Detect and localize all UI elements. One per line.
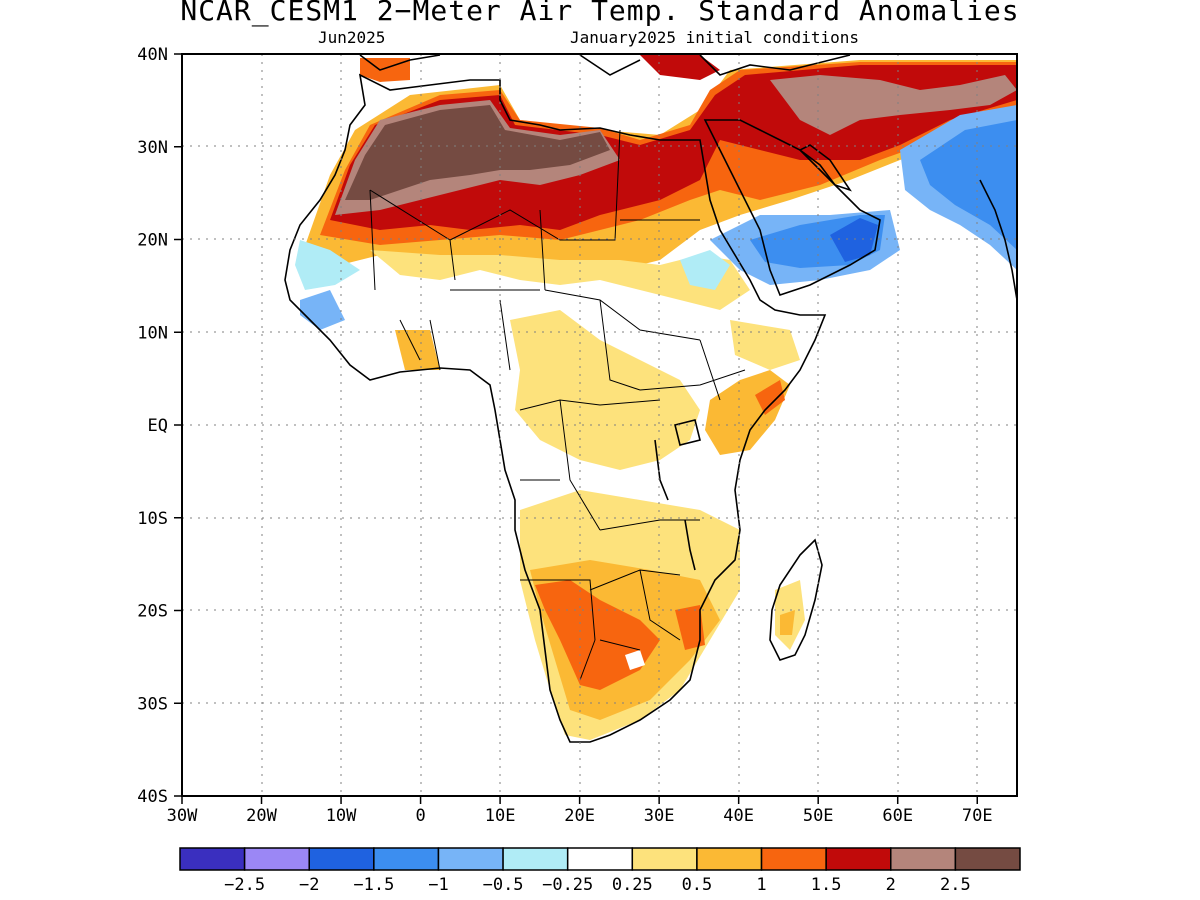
madagascar-orange bbox=[780, 610, 795, 635]
india-coast bbox=[979, 179, 1017, 301]
gridlines bbox=[182, 54, 1017, 796]
lon-label: 10W bbox=[326, 806, 357, 826]
mozambique-darkorange bbox=[675, 605, 705, 650]
lat-label: EQ bbox=[148, 416, 168, 436]
w-africa-cool-2 bbox=[300, 290, 345, 330]
colorbar-label: −1.5 bbox=[353, 875, 394, 895]
colorbar-swatch bbox=[308, 847, 375, 871]
colorbar-label: 0.5 bbox=[682, 875, 713, 895]
forecast-month: Jun2025 bbox=[318, 28, 386, 47]
lon-label: 40E bbox=[723, 806, 754, 826]
anomaly-field bbox=[295, 55, 1017, 740]
lat-label: 40N bbox=[137, 45, 168, 65]
central-yellow bbox=[510, 310, 700, 470]
lake-tanganyika bbox=[654, 439, 669, 501]
europe-coast bbox=[359, 54, 851, 76]
lesotho-white bbox=[625, 650, 645, 670]
lon-label: 30E bbox=[644, 806, 675, 826]
lat-label: 20N bbox=[137, 231, 168, 251]
india-cool-mid bbox=[920, 120, 1017, 250]
colorbar-swatch bbox=[631, 847, 698, 871]
colorbar-swatch bbox=[760, 847, 827, 871]
colorbar-swatch bbox=[243, 847, 310, 871]
lat-label: 30N bbox=[137, 138, 168, 158]
colorbar-label: 1 bbox=[756, 875, 766, 895]
colorbar-label: −1 bbox=[428, 875, 448, 895]
lon-label: 20W bbox=[246, 806, 277, 826]
initial-conditions: January2025 initial conditions bbox=[570, 28, 859, 47]
colorbar-label: −2 bbox=[299, 875, 319, 895]
lat-label: 20S bbox=[137, 602, 168, 622]
lon-label: 0 bbox=[415, 806, 425, 826]
colorbar-label: −2.5 bbox=[224, 875, 265, 895]
chart-title: NCAR_CESM1 2−Meter Air Temp. Standard An… bbox=[180, 0, 1020, 27]
lon-label: 20E bbox=[564, 806, 595, 826]
lon-label: 10E bbox=[485, 806, 516, 826]
country-borders bbox=[369, 129, 746, 681]
iran-pink bbox=[770, 75, 1017, 135]
lake-malawi bbox=[684, 519, 696, 571]
colorbar-swatch bbox=[502, 847, 569, 871]
lake-victoria bbox=[674, 419, 701, 446]
colorbar-label: 2 bbox=[886, 875, 896, 895]
lon-label: 70E bbox=[962, 806, 993, 826]
colorbar-swatch bbox=[890, 847, 957, 871]
colorbar-label: 2.5 bbox=[940, 875, 971, 895]
horn-yellow bbox=[730, 320, 800, 370]
east-africa-darkorange bbox=[755, 380, 785, 415]
sahel-yellow bbox=[370, 250, 750, 310]
colorbar-swatch bbox=[179, 847, 246, 871]
lon-label: 50E bbox=[803, 806, 834, 826]
arabia-coast bbox=[703, 119, 881, 296]
lat-label: 10S bbox=[137, 509, 168, 529]
arabia-cool-deep bbox=[830, 218, 878, 262]
colorbar bbox=[179, 847, 1021, 871]
africa-coastline bbox=[284, 73, 827, 743]
w-africa-cool bbox=[295, 240, 360, 290]
lat-label: 10N bbox=[137, 323, 168, 343]
madagascar-coast bbox=[769, 538, 823, 661]
colorbar-swatch bbox=[566, 847, 634, 871]
colorbar-swatch bbox=[954, 847, 1021, 871]
lat-label: 40S bbox=[137, 787, 168, 807]
persian-gulf bbox=[798, 144, 852, 192]
axis-ticks bbox=[174, 53, 978, 804]
sahel-cool bbox=[680, 250, 730, 290]
colorbar-swatch bbox=[696, 847, 763, 871]
warm-core-brown bbox=[345, 105, 610, 200]
lon-label: 30W bbox=[167, 806, 198, 826]
ghana-yellow bbox=[395, 330, 440, 370]
colorbar-label: 1.5 bbox=[811, 875, 842, 895]
lat-label: 30S bbox=[137, 694, 168, 714]
mediterranean-red bbox=[640, 55, 720, 80]
colorbar-label: −0.5 bbox=[483, 875, 524, 895]
latitude-labels: 40N 30N 20N 10N EQ 10S 20S 30S 40S bbox=[137, 45, 168, 807]
longitude-labels: 30W 20W 10W 0 10E 20E 30E 40E 50E 60E 70E bbox=[167, 806, 993, 826]
lon-label: 60E bbox=[882, 806, 913, 826]
colorbar-labels: −2.5 −2 −1.5 −1 −0.5 −0.25 0.25 0.5 1 1.5 2 2.5 bbox=[224, 875, 971, 895]
colorbar-swatch bbox=[437, 847, 504, 871]
colorbar-label: −0.25 bbox=[542, 875, 593, 895]
colorbar-label: 0.25 bbox=[612, 875, 653, 895]
colorbar-swatch bbox=[825, 847, 892, 871]
colorbar-swatch bbox=[373, 847, 440, 871]
coastlines bbox=[284, 54, 1017, 743]
